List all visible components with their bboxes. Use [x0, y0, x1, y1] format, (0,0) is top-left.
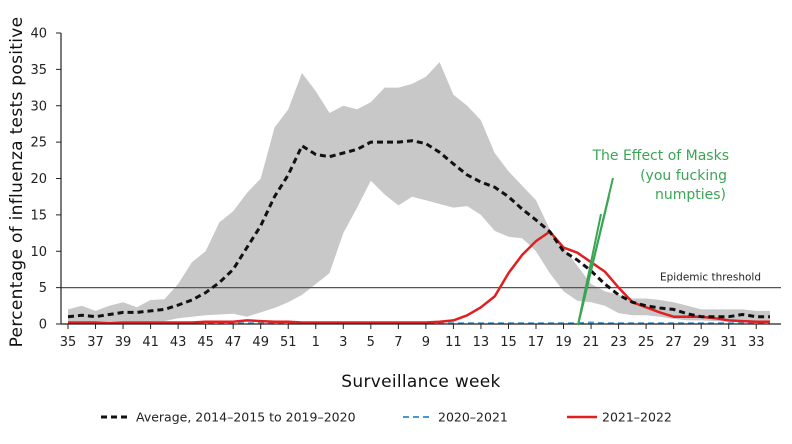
x-tick-label: 25	[638, 335, 655, 350]
y-tick-labels: 0 5 10 15 20 25 30 35 40	[30, 27, 47, 333]
legend-label-3: 2021–2022	[602, 410, 672, 425]
x-tick-label: 47	[225, 335, 242, 350]
y-tick-label: 30	[30, 99, 47, 114]
x-tick-label: 19	[555, 335, 572, 350]
annotation-text-line: (you fucking	[640, 168, 727, 184]
x-tick-label: 7	[394, 335, 402, 350]
annotation-arrow	[577, 213, 602, 326]
x-tick-label: 17	[528, 335, 545, 350]
x-tick-label: 27	[665, 335, 682, 350]
x-tick-label: 31	[720, 335, 737, 350]
epidemic-threshold: Epidemic threshold	[61, 272, 781, 289]
y-tick-label: 15	[30, 208, 47, 223]
y-tick-label: 10	[30, 245, 47, 260]
x-tick-label: 23	[610, 335, 627, 350]
x-tick-label: 11	[445, 335, 462, 350]
y-tick-label: 0	[39, 318, 47, 333]
x-tick-label: 1	[312, 335, 320, 350]
x-axis-title: Surveillance week	[341, 372, 500, 392]
y-tick-label: 5	[39, 281, 47, 296]
y-axis-title: Percentage of influenza tests positive	[7, 17, 27, 348]
x-tick-label: 5	[367, 335, 375, 350]
x-tick-label: 29	[693, 335, 710, 350]
x-tick-label: 15	[500, 335, 517, 350]
x-tick-label: 45	[197, 335, 214, 350]
y-tick-label: 35	[30, 63, 47, 78]
legend-label-1: Average, 2014–2015 to 2019–2020	[136, 410, 356, 425]
y-tick-label: 20	[30, 172, 47, 187]
x-tick-label: 49	[252, 335, 269, 350]
historical-range-area	[68, 62, 770, 324]
series-line-3	[68, 230, 770, 325]
y-tick-label: 40	[30, 27, 47, 42]
x-tick-label: 41	[142, 335, 159, 350]
x-tick-label: 39	[115, 335, 132, 350]
epidemic-threshold-label: Epidemic threshold	[660, 272, 761, 284]
x-tick-label: 33	[748, 335, 765, 350]
x-tick-label: 35	[60, 335, 77, 350]
y-tick-label: 25	[30, 136, 47, 151]
annotation-text-line: numpties)	[655, 187, 726, 203]
x-tick-label: 37	[87, 335, 104, 350]
historical-range-band	[68, 62, 770, 324]
series-line-1	[67, 139, 770, 319]
axes	[56, 32, 781, 329]
x-tick-label: 51	[280, 335, 297, 350]
x-tick-label: 13	[473, 335, 490, 350]
x-tick-label: 9	[422, 335, 430, 350]
legend: Average, 2014–2015 to 2019–2020 2020–2021…	[101, 410, 672, 425]
x-tick-label: 21	[583, 335, 600, 350]
series-lines	[67, 139, 770, 325]
legend-label-2: 2020–2021	[438, 410, 508, 425]
x-tick-label: 43	[170, 335, 187, 350]
annotation-text-line: The Effect of Masks	[591, 148, 729, 164]
x-tick-label: 3	[339, 335, 347, 350]
masks-annotation: The Effect of Masks (you fucking numpties)	[577, 148, 729, 326]
x-tick-labels: 35 37 39 41 43 45 47 49 51 1 3 5 7 9 11 13 15 17 19 21 23 25 2…	[60, 335, 765, 350]
